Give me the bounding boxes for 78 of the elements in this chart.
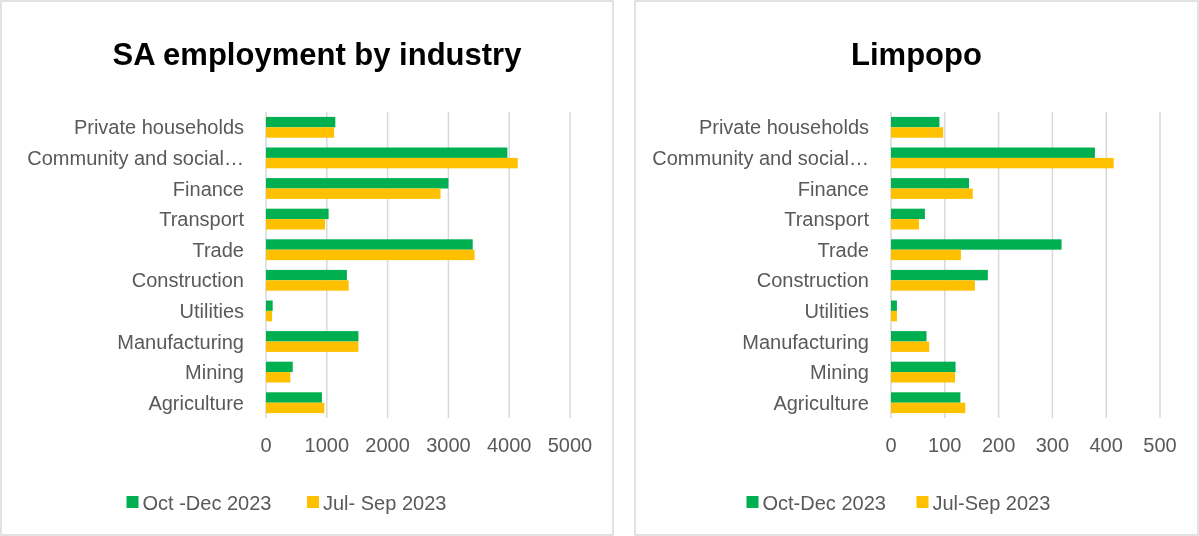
bar	[266, 116, 336, 128]
y-tick-label: Manufacturing	[117, 330, 244, 353]
bar	[266, 269, 347, 281]
y-tick-label: Mining	[185, 361, 244, 384]
legend-label: Jul-Sep 2023	[932, 492, 1051, 514]
x-tick-label: 200	[981, 434, 1016, 456]
chart-title: SA employment by industry	[112, 37, 523, 72]
x-tick-label: 1000	[304, 434, 350, 456]
bar	[266, 147, 508, 158]
bar	[891, 147, 1095, 158]
x-tick-label: 100	[928, 434, 962, 456]
bar	[891, 341, 930, 352]
bar	[266, 341, 359, 352]
y-tick-label: Utilities	[804, 299, 869, 322]
bar	[266, 280, 349, 291]
bar	[891, 239, 1062, 250]
x-tick-label: 400	[1089, 434, 1123, 456]
x-tick-label: 300	[1035, 434, 1070, 456]
bar	[891, 280, 975, 291]
y-tick-label: Trade	[192, 238, 244, 261]
x-tick-label: 2000	[365, 434, 410, 456]
y-tick-label: Trade	[817, 238, 869, 261]
y-tick-label: Finance	[797, 177, 869, 200]
y-tick-label: Private households	[698, 116, 869, 139]
bar	[891, 208, 925, 220]
y-tick-label: Utilities	[179, 299, 244, 322]
bar	[891, 310, 897, 322]
bar	[891, 249, 961, 261]
legend-label: Oct -Dec 2023	[142, 492, 272, 514]
bar	[266, 300, 273, 311]
bar	[266, 402, 325, 414]
bar	[266, 372, 291, 383]
bar	[266, 331, 359, 342]
bar	[891, 116, 940, 128]
bar	[266, 208, 329, 220]
chart-title: Limpopo	[851, 37, 982, 72]
y-tick-label: Manufacturing	[742, 330, 869, 353]
x-tick-label: 0	[885, 434, 897, 456]
bar	[891, 331, 927, 342]
x-tick-label: 3000	[426, 434, 471, 456]
bar	[891, 402, 966, 414]
bar	[891, 392, 961, 403]
y-tick-label: Private households	[73, 116, 244, 139]
y-tick-label: Finance	[172, 177, 244, 200]
bar	[891, 188, 973, 199]
y-tick-label: Agriculture	[773, 391, 869, 414]
bar	[891, 157, 1114, 169]
bar	[891, 219, 919, 230]
y-tick-label: Transport	[159, 208, 245, 231]
bar	[891, 372, 956, 383]
bar	[266, 219, 325, 230]
bar	[266, 188, 441, 199]
bar	[266, 178, 449, 189]
y-tick-label: Transport	[784, 208, 870, 231]
x-tick-label: 4000	[486, 434, 532, 456]
bar	[891, 300, 897, 311]
bar	[266, 127, 335, 138]
bar	[266, 392, 322, 403]
bar	[266, 239, 473, 250]
x-tick-label: 0	[260, 434, 272, 456]
y-tick-label: Agriculture	[148, 391, 244, 414]
y-tick-label: Construction	[756, 269, 869, 292]
y-tick-label: Construction	[131, 269, 244, 292]
x-tick-label: 500	[1143, 434, 1177, 456]
legend-label: Jul- Sep 2023	[323, 492, 447, 514]
legend-label: Oct-Dec 2023	[762, 492, 886, 514]
bar	[266, 310, 273, 322]
y-tick-label: Community and social…	[27, 146, 244, 169]
bar	[266, 249, 475, 261]
bar	[891, 361, 956, 373]
bar	[266, 157, 518, 169]
y-tick-label: Mining	[810, 361, 869, 384]
bar	[891, 269, 988, 281]
bar	[891, 178, 970, 189]
bar	[891, 127, 944, 138]
x-tick-label: 5000	[547, 434, 593, 456]
bar	[266, 361, 293, 373]
y-tick-label: Community and social…	[652, 146, 869, 169]
